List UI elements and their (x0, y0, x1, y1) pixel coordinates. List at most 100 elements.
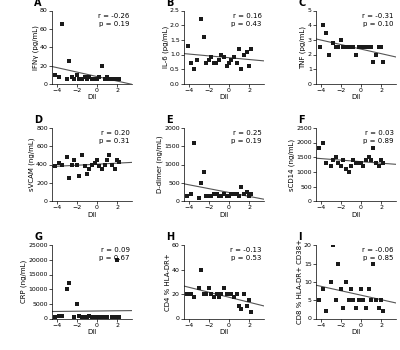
Point (64, 154, 70, 160)
Point (191, 66, 197, 72)
Point (244, 303, 250, 309)
Point (79, 314, 85, 320)
Point (366, 44, 372, 50)
X-axis label: DII: DII (219, 212, 229, 218)
Point (114, 157, 120, 163)
Point (59, 21, 65, 27)
Point (206, 193, 212, 198)
Point (234, 61, 240, 66)
Y-axis label: CD4 % HLA-DR+: CD4 % HLA-DR+ (164, 253, 170, 311)
Point (214, 291, 220, 297)
Point (226, 193, 232, 198)
Point (340, 44, 346, 50)
Point (213, 61, 219, 66)
Point (116, 159, 122, 164)
Point (94, 76, 100, 82)
Point (228, 57, 234, 63)
Text: D: D (34, 115, 42, 125)
Point (214, 191, 220, 197)
X-axis label: DII: DII (87, 94, 97, 100)
Point (380, 308, 386, 314)
Y-axis label: IFNγ (pg/mL): IFNγ (pg/mL) (32, 25, 38, 70)
Point (360, 44, 366, 50)
Point (69, 74, 75, 79)
Text: r = 0.16
p = 0.43: r = 0.16 p = 0.43 (231, 13, 262, 27)
Point (114, 257, 120, 262)
Point (185, 43, 191, 49)
Text: r = 0.25
p = 0.19: r = 0.25 p = 0.19 (231, 130, 262, 144)
Point (82, 314, 88, 320)
Point (346, 298, 352, 303)
Point (96, 74, 102, 79)
Point (86, 166, 92, 172)
Point (376, 305, 382, 310)
Point (373, 52, 379, 57)
Point (356, 298, 362, 303)
Text: H: H (166, 232, 174, 242)
Point (236, 193, 242, 198)
Text: r = -0.31
p = 0.10: r = -0.31 p = 0.10 (362, 13, 394, 27)
Point (79, 76, 85, 82)
Point (203, 193, 209, 198)
Point (211, 191, 217, 197)
Point (106, 153, 112, 158)
Point (370, 261, 376, 266)
Y-axis label: IL-6 (pg/mL): IL-6 (pg/mL) (162, 26, 168, 68)
Point (218, 52, 224, 57)
Point (244, 189, 250, 195)
Point (370, 146, 376, 151)
Text: C: C (298, 0, 306, 8)
Y-axis label: sVCAM (ng/mL): sVCAM (ng/mL) (28, 138, 35, 191)
Point (188, 291, 194, 297)
Text: r = -0.13
p = 0.53: r = -0.13 p = 0.53 (230, 247, 262, 261)
Text: F: F (298, 115, 305, 125)
Point (56, 160, 62, 166)
Point (350, 44, 356, 50)
Point (380, 160, 386, 166)
Point (198, 267, 204, 272)
Point (206, 57, 212, 63)
Point (74, 162, 80, 167)
Point (104, 314, 110, 320)
Point (74, 301, 80, 307)
Point (236, 46, 242, 51)
Point (335, 160, 341, 166)
Point (92, 76, 98, 82)
Point (208, 291, 214, 297)
Point (373, 298, 379, 303)
Point (323, 308, 329, 314)
Point (52, 72, 58, 77)
Point (343, 279, 349, 285)
Point (79, 153, 85, 158)
Point (241, 291, 247, 297)
Point (376, 44, 382, 50)
X-axis label: DII: DII (219, 329, 229, 335)
Point (191, 140, 197, 145)
Point (348, 286, 354, 292)
Point (350, 157, 356, 163)
Point (224, 63, 230, 69)
Point (366, 286, 372, 292)
Point (335, 261, 341, 266)
Point (221, 55, 227, 60)
Point (96, 314, 102, 320)
Point (348, 44, 354, 50)
Point (238, 306, 244, 312)
Point (104, 74, 110, 79)
Y-axis label: CD8 % HLA-DR+ CD38+: CD8 % HLA-DR+ CD38+ (296, 239, 302, 324)
Point (226, 61, 232, 66)
Point (236, 303, 242, 309)
Point (201, 169, 207, 175)
Point (99, 63, 105, 68)
X-axis label: DII: DII (351, 94, 361, 100)
Point (231, 294, 237, 299)
Point (216, 57, 222, 63)
Point (191, 294, 197, 299)
Point (114, 76, 120, 82)
Point (92, 314, 98, 320)
Y-axis label: CRP (ng/mL): CRP (ng/mL) (20, 260, 27, 303)
Point (320, 286, 326, 292)
Point (316, 298, 322, 303)
Point (340, 157, 346, 163)
Point (246, 193, 252, 198)
